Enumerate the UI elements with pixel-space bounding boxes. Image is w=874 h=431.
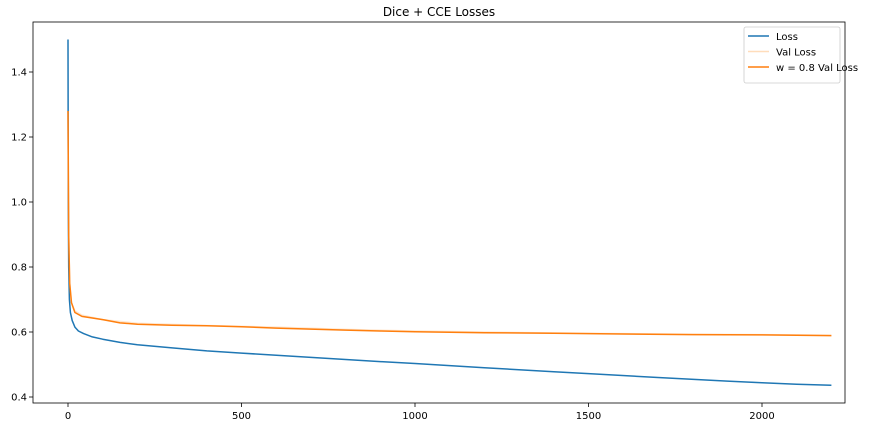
legend-label: Val Loss <box>776 48 816 59</box>
legend-box <box>743 26 841 84</box>
legend-label: Loss <box>776 32 798 43</box>
series-line-2 <box>67 110 832 337</box>
x-tick-label: 500 <box>232 411 251 422</box>
x-tick-label: 0 <box>65 411 71 422</box>
y-tick-label: 1.4 <box>11 68 27 79</box>
x-tick-label: 1000 <box>402 411 427 422</box>
series-line-0 <box>67 39 832 387</box>
x-tick-label: 2000 <box>749 411 774 422</box>
legend: Loss Val Loss w = 0.8 Val Loss <box>743 26 858 84</box>
y-tick-label: 1.2 <box>11 133 27 144</box>
y-tick-label: 0.4 <box>11 393 27 404</box>
x-tick-label: 1500 <box>576 411 601 422</box>
y-tick-label: 0.8 <box>11 263 27 274</box>
y-tick-label: 1.0 <box>11 198 27 209</box>
legend-label: w = 0.8 Val Loss <box>776 63 858 74</box>
plot-frame <box>32 21 846 404</box>
y-tick-label: 0.6 <box>11 328 27 339</box>
chart-title: Dice + CCE Losses <box>383 5 495 19</box>
series-line-1 <box>67 110 832 337</box>
